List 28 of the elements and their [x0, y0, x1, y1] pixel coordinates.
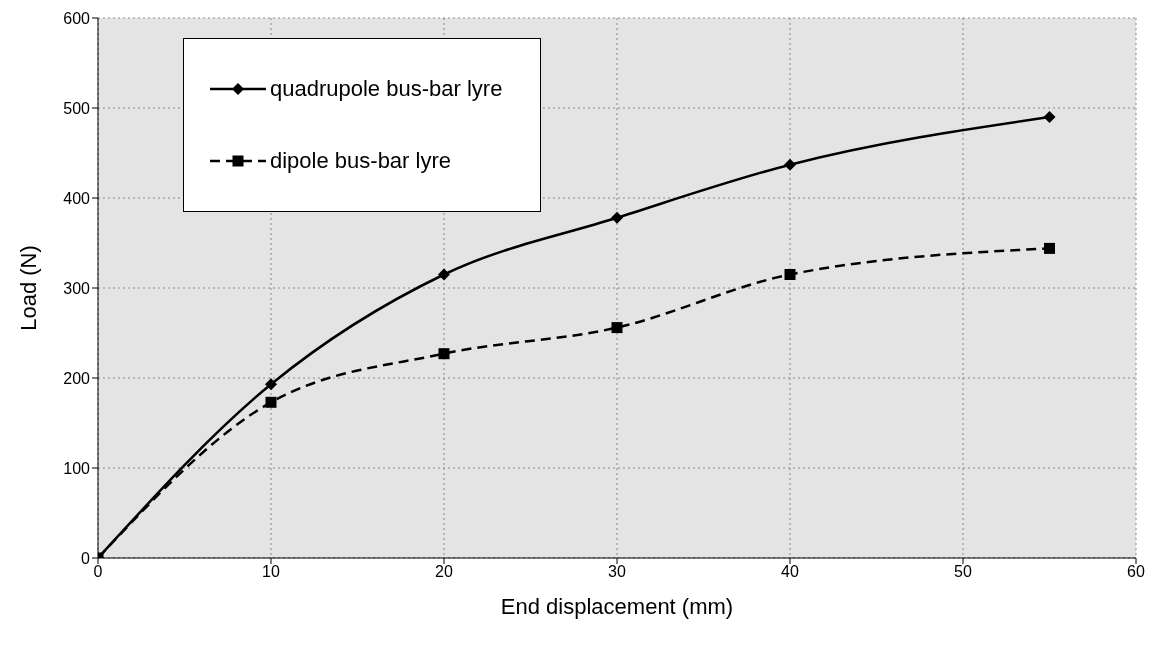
x-tick-label: 50: [954, 563, 972, 581]
y-tick-label: 500: [63, 99, 91, 117]
x-tick-label: 20: [435, 563, 453, 581]
y-axis-title: Load (N): [15, 245, 41, 331]
y-tick-label: 0: [81, 549, 91, 567]
point: [611, 322, 623, 334]
point: [1043, 111, 1056, 123]
point: [265, 396, 277, 408]
point: [265, 378, 277, 391]
x-tick-label: 60: [1127, 563, 1145, 581]
x-axis-title: End displacement (mm): [500, 594, 734, 619]
legend-label: dipole bus-bar lyre: [270, 148, 451, 174]
y-tick-label: 100: [63, 459, 91, 477]
y-tick-label: 200: [63, 369, 91, 387]
point: [784, 158, 796, 171]
point: [438, 268, 450, 281]
point: [784, 269, 796, 280]
point: [438, 348, 450, 360]
x-tick-label: 10: [262, 563, 280, 581]
y-tick-label: 400: [63, 189, 91, 207]
point: [611, 211, 623, 224]
y-tick-label: 300: [63, 279, 91, 297]
x-tick-label: 40: [781, 563, 799, 581]
point: [1044, 242, 1055, 254]
legend-label: quadrupole bus-bar lyre: [270, 76, 503, 102]
y-tick-label: 600: [63, 9, 91, 27]
x-tick-label: 0: [93, 563, 103, 581]
x-tick-label: 30: [608, 563, 626, 581]
